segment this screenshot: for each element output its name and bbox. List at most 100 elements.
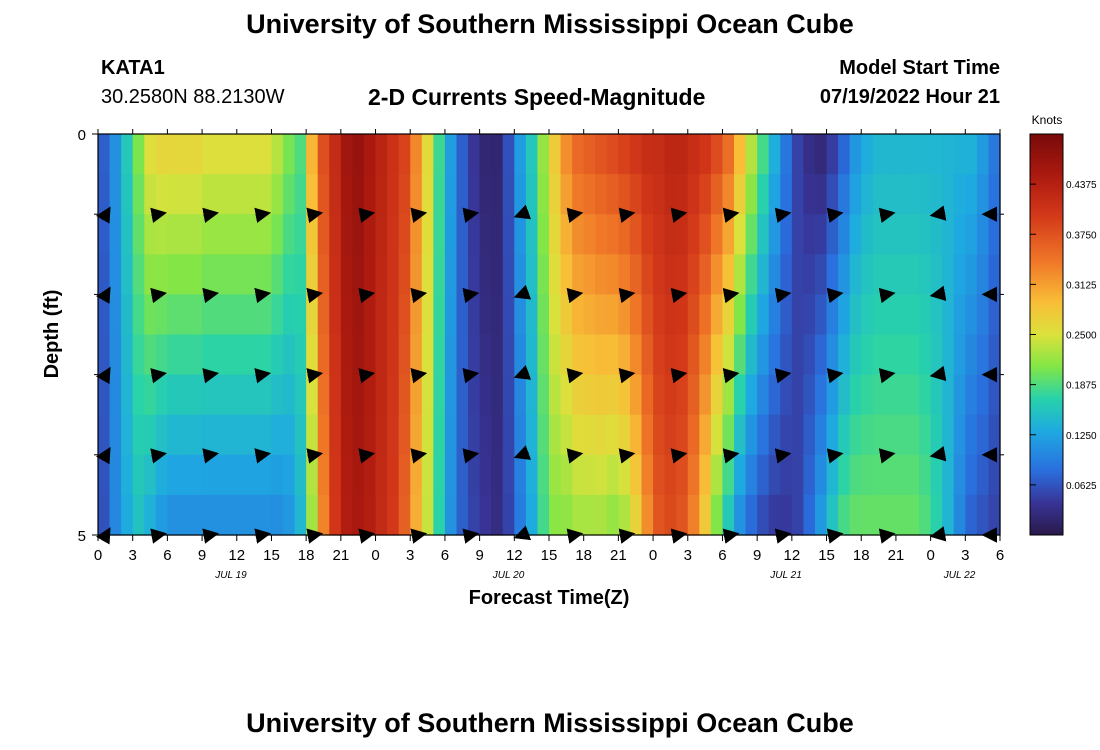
heat-cell: [595, 294, 608, 336]
heat-cell: [872, 494, 885, 536]
heat-cell: [629, 334, 643, 376]
heat-cell: [861, 134, 874, 175]
heat-cell: [387, 374, 400, 416]
heat-cell: [121, 494, 134, 536]
heat-cell: [259, 214, 273, 255]
heat-cell: [861, 254, 874, 295]
heat-cell: [491, 254, 504, 295]
heat-cell: [884, 134, 897, 175]
heat-cell: [710, 334, 724, 376]
heat-cell: [363, 334, 377, 376]
heat-cell: [710, 294, 724, 336]
heat-cell: [375, 454, 388, 496]
x-tick-label: 18: [298, 547, 315, 564]
heat-cell: [572, 254, 585, 295]
heat-cell: [444, 294, 458, 336]
heat-cell: [687, 134, 700, 175]
heat-cell: [988, 254, 1001, 295]
heat-cell: [988, 414, 1001, 456]
heat-cell: [965, 374, 978, 416]
heat-cell: [653, 134, 666, 175]
heat-cell: [248, 494, 261, 536]
heat-cell: [213, 374, 226, 416]
heat-cell: [502, 174, 515, 215]
heat-cell: [572, 294, 585, 336]
heat-cell: [121, 174, 134, 215]
heat-cell: [398, 494, 411, 536]
heat-cell: [444, 494, 458, 536]
heat-cell: [283, 334, 296, 376]
current-vector: [929, 205, 947, 221]
heat-cell: [144, 254, 157, 295]
heat-cell: [340, 214, 354, 255]
heat-cell: [826, 294, 839, 336]
heat-cell: [352, 294, 365, 336]
heat-cell: [271, 174, 284, 215]
current-vector: [202, 207, 220, 224]
heat-cell: [109, 174, 122, 215]
heat-cell: [745, 294, 758, 336]
heat-cell: [537, 214, 550, 255]
heat-cell: [525, 254, 539, 295]
heat-cell: [109, 294, 122, 336]
heat-cell: [294, 374, 307, 416]
current-vector: [358, 448, 376, 464]
heat-cell: [780, 414, 793, 456]
heat-cell: [884, 214, 897, 255]
heat-cell: [583, 414, 596, 456]
heat-cell: [294, 494, 307, 536]
heat-cell: [525, 414, 539, 456]
heat-cell: [953, 454, 966, 496]
heat-cell: [340, 254, 354, 295]
heat-cell: [121, 374, 134, 416]
heat-cell: [618, 294, 631, 336]
current-vector: [462, 448, 480, 464]
heat-cell: [722, 294, 735, 336]
date-label: JUL 20: [492, 570, 525, 581]
heat-cell: [664, 414, 677, 456]
heat-cell: [710, 374, 724, 416]
current-vector: [462, 287, 480, 304]
heat-cell: [514, 254, 527, 295]
heat-cell: [537, 334, 550, 376]
current-vector: [878, 287, 896, 304]
heat-cell: [248, 134, 261, 175]
current-vector: [462, 368, 480, 384]
heat-cell: [352, 494, 365, 536]
heat-cell: [803, 414, 816, 456]
heat-cell: [653, 254, 666, 295]
heat-cell: [155, 374, 168, 416]
heat-cell: [525, 494, 539, 536]
heat-cell: [734, 494, 747, 536]
heat-cell: [791, 414, 805, 456]
heat-cell: [572, 334, 585, 376]
heat-cell: [144, 494, 157, 536]
heat-cell: [942, 174, 955, 215]
heat-cell: [248, 414, 261, 456]
x-tick-label: 21: [333, 547, 350, 564]
heat-cell: [329, 414, 342, 456]
heat-cell: [202, 134, 215, 175]
heat-cell: [375, 254, 388, 295]
heat-cell: [676, 374, 689, 416]
heat-cell: [895, 374, 909, 416]
heat-cell: [155, 494, 168, 536]
heat-cell: [768, 454, 781, 496]
current-vector: [254, 368, 272, 384]
heat-cell: [826, 454, 839, 496]
heat-cell: [710, 174, 724, 215]
heat-cell: [283, 294, 296, 336]
heat-cell: [190, 134, 203, 175]
heat-cell: [849, 334, 862, 376]
heat-cell: [560, 214, 573, 255]
heat-cell: [884, 374, 897, 416]
heat-cell: [98, 134, 111, 175]
heat-cell: [433, 414, 446, 456]
heat-cell: [456, 374, 469, 416]
heat-cell: [410, 134, 423, 175]
heat-cell: [491, 214, 504, 255]
heat-cell: [202, 414, 215, 456]
heat-cell: [768, 334, 781, 376]
colorbar-unit: Knots: [1032, 113, 1063, 127]
heat-cell: [514, 334, 527, 376]
